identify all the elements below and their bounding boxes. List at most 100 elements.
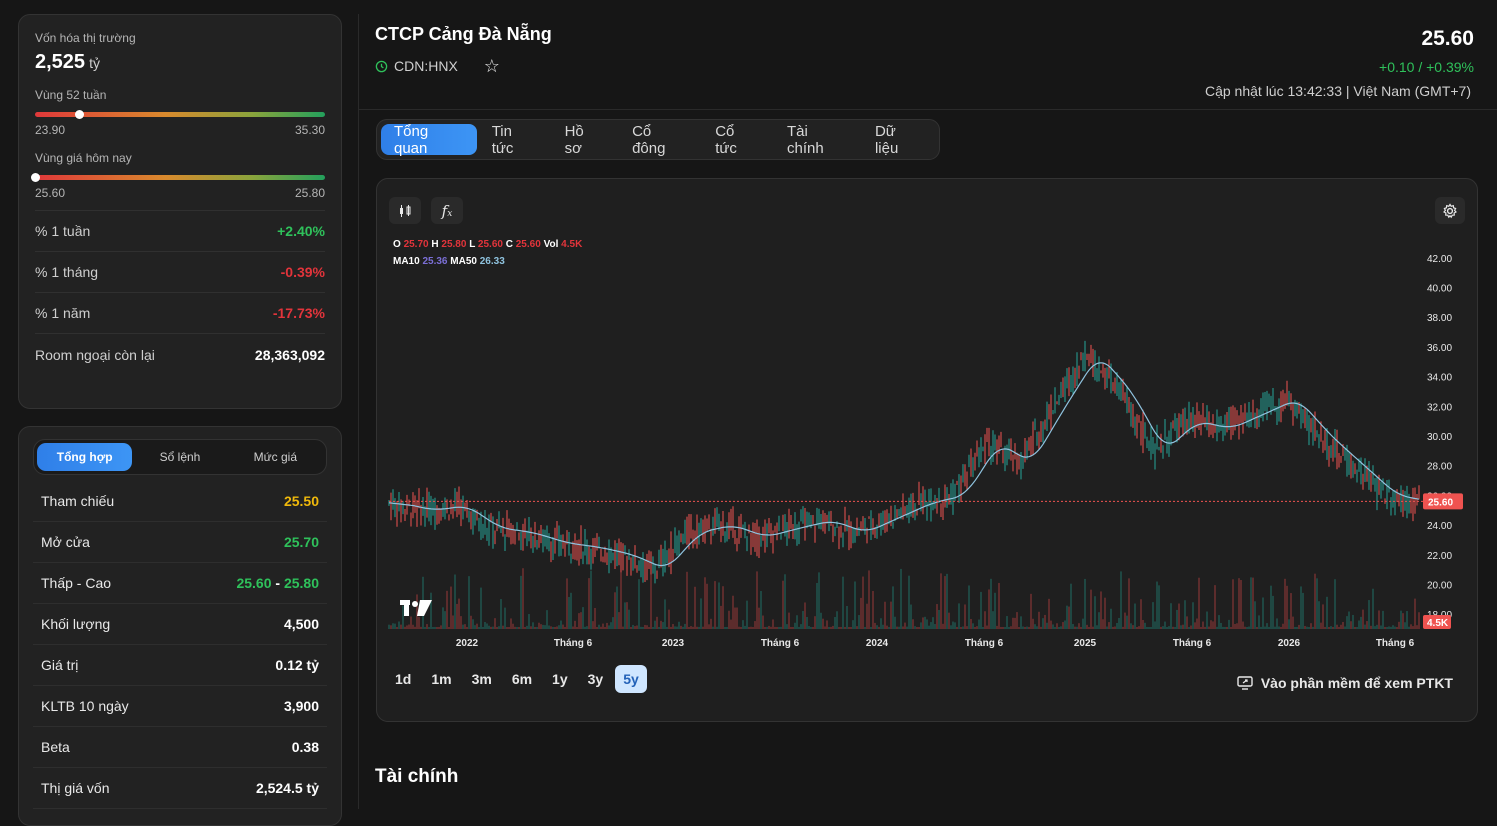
volume-bar: [1338, 626, 1340, 629]
price-chart[interactable]: O 25.70 H 25.80 L 25.60 C 25.60 Vol 4.5K…: [377, 179, 1477, 659]
volume-bar: [640, 626, 642, 629]
period-5y[interactable]: 5y: [615, 665, 647, 693]
volume-bar: [574, 620, 576, 629]
volume-bar: [716, 626, 718, 629]
period-6m[interactable]: 6m: [511, 671, 533, 687]
volume-bar: [732, 595, 734, 629]
y-tick-label: 34.00: [1427, 373, 1452, 384]
volume-bar: [880, 618, 882, 629]
volume-bar: [484, 622, 486, 629]
volume-bar: [852, 620, 854, 629]
volume-bar: [674, 626, 676, 629]
volume-bar: [1092, 626, 1094, 629]
tab-du-lieu[interactable]: Dữ liệu: [874, 122, 899, 157]
volume-bar: [1354, 626, 1356, 629]
volume-bar: [470, 615, 472, 629]
volume-bar: [458, 598, 460, 629]
volume-bar: [392, 623, 394, 629]
volume-bar: [828, 626, 830, 629]
period-3m[interactable]: 3m: [471, 671, 492, 687]
detail-label: Thị giá vốn: [41, 780, 110, 796]
ticker-row: CDN:HNX ☆: [375, 57, 500, 75]
volume-bar: [1314, 573, 1316, 629]
tab-co-dong[interactable]: Cổ đông: [632, 122, 666, 157]
volume-bar: [644, 624, 646, 629]
volume-bar: [556, 626, 558, 629]
stat-label: Room ngoại còn lại: [35, 346, 155, 363]
volume-bar: [746, 600, 748, 629]
volume-bar: [1280, 626, 1282, 629]
volume-bar: [1400, 610, 1402, 629]
volume-bar: [1152, 602, 1154, 629]
volume-bar: [388, 624, 390, 629]
volume-bar: [774, 626, 776, 629]
volume-bar: [542, 624, 544, 629]
period-3y[interactable]: 3y: [587, 671, 604, 687]
y-tick-label: 32.00: [1427, 402, 1452, 413]
volume-bar: [1088, 626, 1090, 629]
star-icon[interactable]: ☆: [483, 56, 500, 76]
volume-bar: [528, 614, 530, 629]
volume-bar: [538, 622, 540, 629]
volume-bar: [676, 626, 678, 629]
volume-bar: [1030, 593, 1032, 629]
tab-tong-hop[interactable]: Tổng hợp: [37, 443, 133, 471]
x-tick-label: 2026: [1278, 638, 1301, 649]
y-tick-label: 30.00: [1427, 432, 1452, 443]
candlestick-icon[interactable]: [389, 197, 421, 224]
volume-bar: [834, 617, 836, 629]
tab-tong-quan[interactable]: Tổng quan: [381, 123, 477, 157]
tab-muc-gia[interactable]: Mức giá: [253, 450, 298, 464]
gear-icon[interactable]: [1435, 197, 1465, 224]
volume-bar: [1226, 626, 1228, 629]
range-today: Vùng giá hôm nay 25.60 25.80: [31, 151, 325, 200]
y-tick-label: 22.00: [1427, 551, 1452, 562]
volume-bar: [412, 624, 414, 629]
volume-bar: [404, 626, 406, 629]
company-title: CTCP Cảng Đà Nẵng: [375, 24, 552, 44]
tab-tai-chinh[interactable]: Tài chính: [786, 122, 824, 157]
current-price-tag: [1423, 493, 1463, 510]
period-1y[interactable]: 1y: [552, 671, 568, 687]
volume-bar: [1110, 608, 1112, 629]
tab-co-tuc[interactable]: Cổ tức: [715, 122, 737, 157]
volume-bar: [420, 626, 422, 629]
period-1m[interactable]: 1m: [431, 671, 452, 687]
volume-bar: [664, 599, 666, 629]
y-tick-label: 38.00: [1427, 313, 1452, 324]
volume-bar: [914, 626, 916, 629]
range-52-high: 35.30: [294, 123, 325, 137]
volume-bar: [498, 626, 500, 629]
volume-bar: [612, 617, 614, 629]
tab-ho-so[interactable]: Hồ sơ: [564, 122, 584, 157]
volume-bar: [1000, 626, 1002, 629]
volume-bar: [1082, 618, 1084, 629]
volume-bar: [794, 622, 796, 629]
volume-bar: [1060, 626, 1062, 629]
volume-bar: [808, 626, 810, 629]
tab-so-lenh[interactable]: Sổ lệnh: [159, 450, 201, 464]
volume-bar: [850, 626, 852, 629]
price-change: +0.10 / +0.39%: [1379, 59, 1474, 75]
range-today-label: Vùng giá hôm nay: [35, 151, 132, 165]
period-1d[interactable]: 1d: [395, 671, 412, 687]
volume-bar: [1308, 626, 1310, 629]
volume-bar: [504, 607, 506, 629]
volume-bar: [630, 627, 632, 629]
main-tabs: Tổng quan Tin tức Hồ sơ Cổ đông Cổ tức T…: [376, 119, 940, 160]
high-value: 25.80: [283, 575, 319, 591]
stat-row: % 1 năm -17.73%: [35, 293, 325, 334]
indicator-fx-icon[interactable]: fx: [431, 197, 463, 224]
volume-bar: [462, 624, 464, 629]
volume-bar: [1014, 617, 1016, 629]
volume-bar: [608, 625, 610, 629]
volume-bar: [886, 625, 888, 629]
volume-bar: [1140, 599, 1142, 629]
volume-bar: [822, 618, 824, 629]
volume-bar: [492, 626, 494, 629]
volume-bar: [930, 622, 932, 629]
ptkt-link[interactable]: Vào phần mềm để xem PTKT: [1237, 675, 1453, 691]
x-axis: 2022 Tháng 6 2023 Tháng 6 2024 Tháng 6 2025 Thá…: [456, 638, 1415, 649]
detail-row: Giá trị 0.12 tỷ: [33, 645, 327, 686]
tab-tin-tuc[interactable]: Tin tức: [491, 122, 514, 157]
